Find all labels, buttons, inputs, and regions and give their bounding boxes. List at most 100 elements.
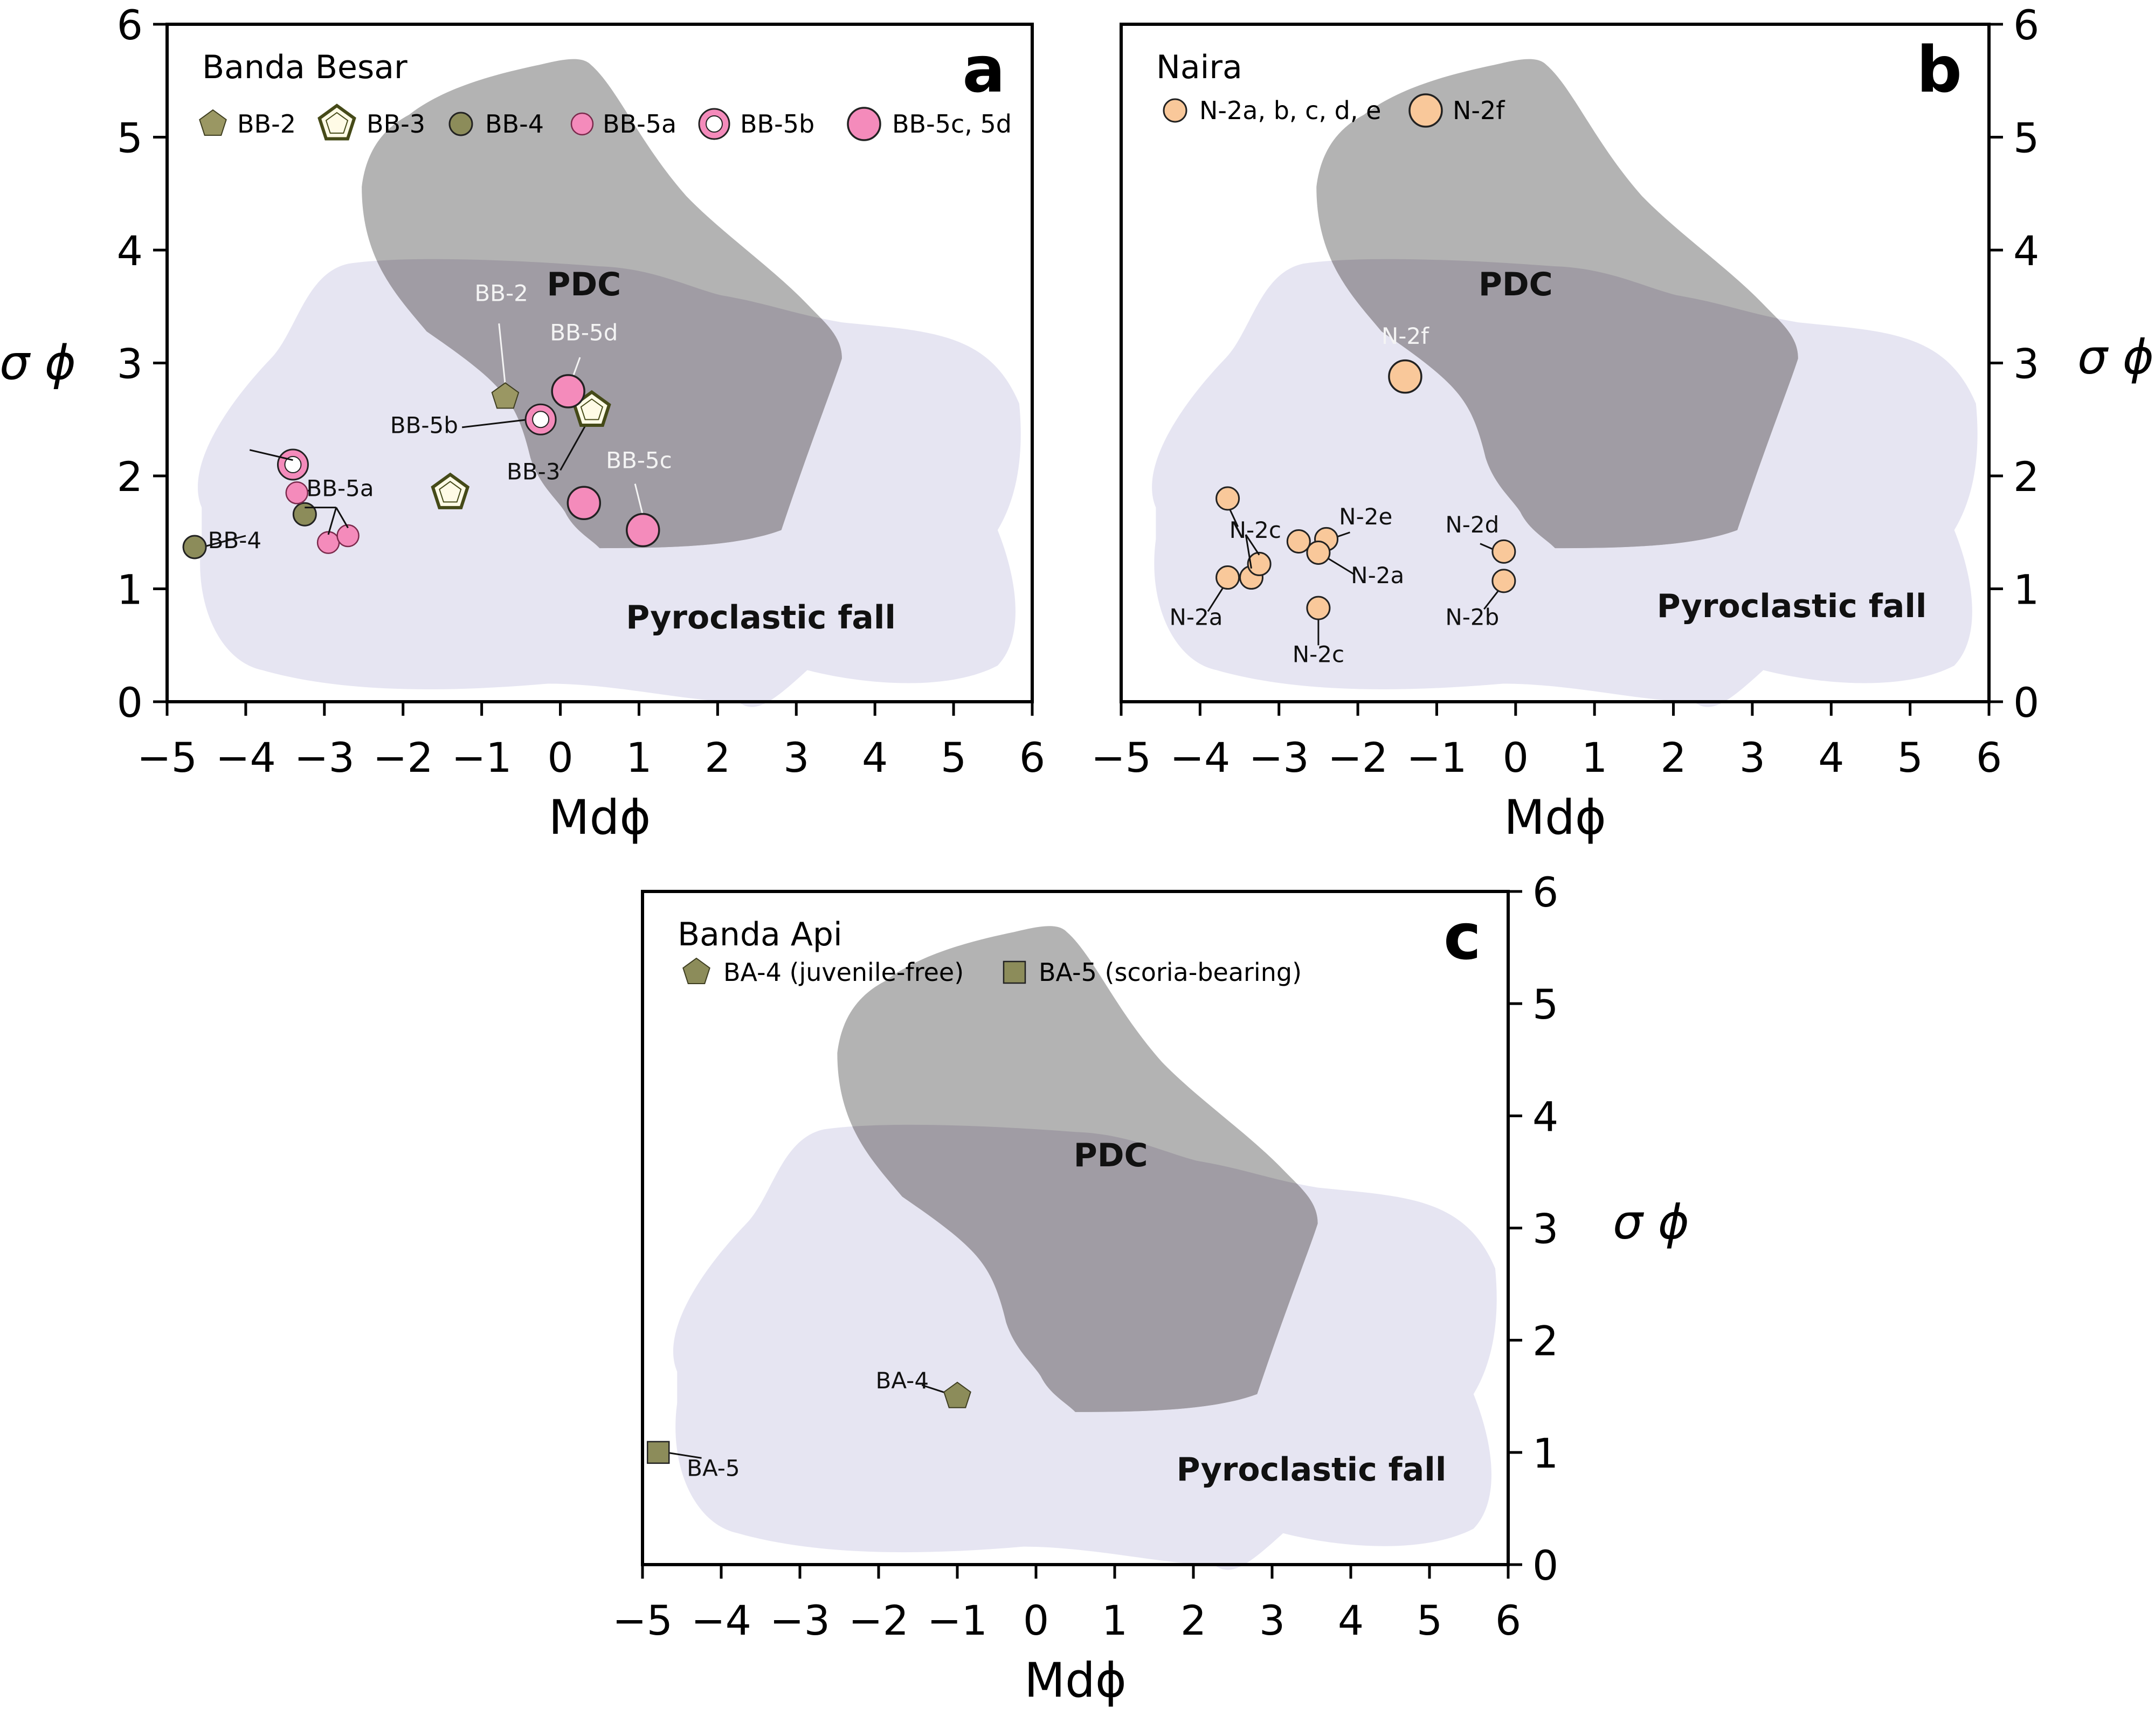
data-point: [285, 481, 308, 504]
y-axis-label: σ ϕ: [2077, 329, 2154, 385]
y-tick-label: 0: [117, 679, 143, 727]
point-annotation: BB-3: [507, 458, 561, 485]
x-tick-label: −1: [927, 1596, 987, 1644]
pdc-label: PDC: [1074, 1137, 1148, 1174]
x-tick-label: −5: [137, 734, 197, 781]
panel-b: −5 −4 −3 −2 −1 0 1 2 3 4 5 6 Mdϕ 0 1 2 3 4 5 6 σ ϕ Naira b PDC P…: [1091, 1, 2154, 845]
point-annotation: N-2c: [1230, 517, 1281, 543]
x-tick-label: −1: [1406, 734, 1467, 781]
leader-line: [560, 423, 588, 471]
legend-marker: [847, 107, 881, 141]
x-tick-label: −2: [373, 734, 433, 781]
data-point: [567, 486, 602, 521]
x-tick-label: −4: [1170, 734, 1230, 781]
data-point-hole: [532, 411, 550, 428]
data-point-inner: [439, 481, 462, 503]
legend-label: BA-4 (juvenile-free): [723, 958, 964, 987]
data-point: [1215, 486, 1240, 511]
legend-label: BB-5c, 5d: [892, 109, 1012, 139]
y-tick-label: 3: [117, 340, 143, 388]
legend-marker: [1003, 960, 1026, 984]
data-point: [431, 472, 470, 509]
panel-a: −5 −4 −3 −2 −1 0 1 2 3 4 5 6 Mdϕ 0 1 2 3 4 5 6 σ ϕ Banda Besa…: [0, 1, 1045, 845]
annotations: BA-4 BA-5: [666, 1367, 950, 1482]
leader-line: [1245, 534, 1260, 556]
x-axis-label: Mdϕ: [1024, 1652, 1127, 1708]
legend-label: N-2f: [1453, 96, 1505, 125]
legend-label: BB-2: [237, 109, 296, 139]
point-annotation: BB-2: [474, 280, 528, 306]
y-tick-label: 6: [2013, 1, 2039, 49]
x-tick-label: 5: [941, 734, 966, 781]
annotations: N-2f N-2c N-2e N-2a N-2a N-2c N-2d N-2b: [1170, 323, 1501, 668]
panel-c: −5 −4 −3 −2 −1 0 1 2 3 4 5 6 Mdϕ 0 1 2 3 4 5 6 σ ϕ Banda Api c…: [612, 868, 1689, 1708]
x-tick-label: 0: [547, 734, 573, 781]
y-axis-label: σ ϕ: [0, 335, 76, 391]
y-axis-label: σ ϕ: [1613, 1194, 1689, 1250]
panel-title: Banda Besar: [202, 49, 407, 86]
pyroclastic-fall-label: Pyroclastic fall: [626, 599, 896, 637]
data-point: [1306, 540, 1331, 565]
data-point: [524, 403, 557, 435]
y-tick-label: 1: [2013, 566, 2039, 614]
data-point-hole: [284, 456, 302, 474]
x-tick-label: 4: [862, 734, 888, 781]
x-tick-label: −5: [612, 1596, 673, 1644]
y-tick-label: 3: [1532, 1205, 1558, 1253]
x-tick-label: −5: [1091, 734, 1151, 781]
legend: N-2a, b, c, d, e N-2f: [1163, 93, 1505, 128]
y-tick-label: 2: [117, 453, 143, 501]
data-point: [336, 524, 360, 548]
x-tick-label: 0: [1023, 1596, 1049, 1644]
y-tick-label: 3: [2013, 340, 2039, 388]
data-points: [1215, 359, 1516, 620]
y-tick-label: 1: [1532, 1429, 1558, 1477]
point-annotation: BA-4: [876, 1367, 929, 1394]
point-annotation: BB-4: [208, 527, 262, 554]
x-tick-label: −2: [848, 1596, 909, 1644]
leader-line: [1483, 588, 1501, 610]
data-point: [551, 374, 585, 409]
x-tick-label: −2: [1328, 734, 1388, 781]
y-tick-label: 1: [117, 566, 143, 614]
x-tick-label: 4: [1338, 1596, 1364, 1644]
leader-line: [1207, 586, 1225, 612]
panel-title: Naira: [1156, 49, 1242, 86]
pdc-label: PDC: [1479, 266, 1553, 303]
point-annotation: BB-5c: [606, 447, 672, 473]
data-points: [182, 374, 660, 559]
point-annotation: N-2f: [1382, 323, 1429, 349]
x-axis-label: Mdϕ: [549, 790, 651, 845]
y-tick-label: 4: [1532, 1092, 1558, 1140]
data-point: [292, 502, 317, 527]
annotations: BB-2 BB-5d BB-5b BB-3 BB-5c BB-5a BB-4: [202, 280, 672, 554]
point-annotation: BB-5d: [550, 320, 618, 346]
panel-title: Banda Api: [678, 916, 842, 953]
x-tick-label: 1: [626, 734, 652, 781]
data-point: [277, 448, 309, 481]
point-annotation: N-2d: [1445, 511, 1499, 538]
y-tick-label: 0: [1532, 1541, 1558, 1589]
legend-label: BB-4: [485, 109, 544, 139]
data-point: [1247, 551, 1272, 576]
panel-letter: a: [962, 32, 1005, 107]
x-tick-label: 5: [1897, 734, 1923, 781]
legend-marker: [698, 108, 730, 140]
y-tick-label: 5: [1532, 980, 1558, 1028]
legend-label: BA-5 (scoria-bearing): [1039, 958, 1302, 987]
data-point: [1388, 359, 1422, 394]
y-tick-label: 0: [2013, 679, 2039, 727]
leader-line: [327, 507, 337, 535]
x-tick-label: 6: [1495, 1596, 1521, 1644]
x-tick-label: −4: [691, 1596, 751, 1644]
legend-label: BB-5a: [603, 109, 676, 139]
x-tick-label: 3: [783, 734, 809, 781]
legend-marker-inner: [325, 112, 349, 134]
leader-line: [1245, 534, 1252, 569]
leader-line: [1229, 509, 1239, 527]
point-annotation: N-2b: [1445, 604, 1499, 631]
panel-letter: b: [1917, 32, 1962, 107]
x-tick-label: 6: [1019, 734, 1045, 781]
